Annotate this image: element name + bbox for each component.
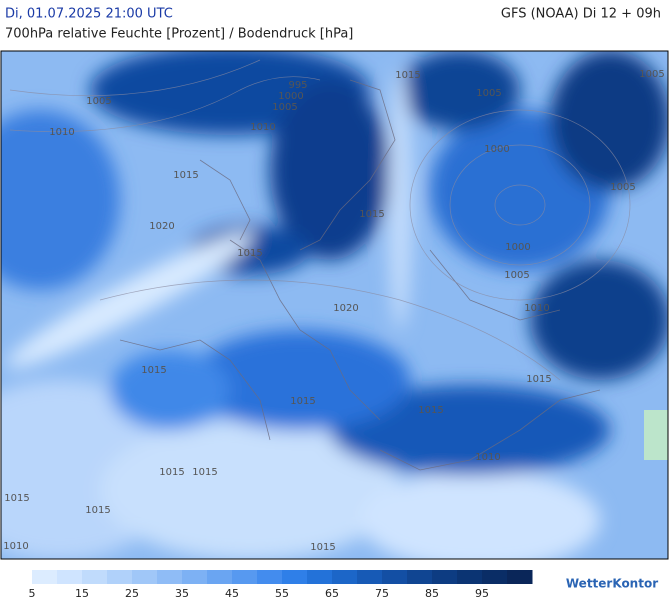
colorbar-cell bbox=[132, 570, 158, 584]
colorbar-label: 5 bbox=[29, 587, 36, 600]
isobar-label: 1015 bbox=[359, 209, 384, 220]
isobar-label: 1015 bbox=[418, 405, 443, 416]
isobar-label: 1005 bbox=[272, 102, 297, 113]
isobar-label: 1015 bbox=[173, 170, 198, 181]
isobar-label: 1020 bbox=[333, 303, 358, 314]
colorbar-label: 85 bbox=[425, 587, 439, 600]
isobar-label: 1015 bbox=[290, 396, 315, 407]
isobar-label: 1020 bbox=[149, 221, 174, 232]
colorbar-cell bbox=[507, 570, 533, 584]
isobar-label: 1000 bbox=[278, 91, 303, 102]
isobar-label: 1000 bbox=[484, 144, 509, 155]
colorbar-cell bbox=[232, 570, 258, 584]
colorbar-cell bbox=[257, 570, 283, 584]
isobar-label: 1005 bbox=[639, 69, 664, 80]
isobar-label: 1005 bbox=[504, 270, 529, 281]
isobar-label: 1005 bbox=[610, 182, 635, 193]
colorbar-label: 35 bbox=[175, 587, 189, 600]
isobar-label: 1015 bbox=[526, 374, 551, 385]
colorbar-cell bbox=[382, 570, 408, 584]
logo: WetterKontor bbox=[566, 577, 658, 591]
isobar-label: 1010 bbox=[49, 127, 74, 138]
isobar-label: 1010 bbox=[524, 303, 549, 314]
isobar-label: 1005 bbox=[476, 88, 501, 99]
datetime: Di, 01.07.2025 21:00 UTC bbox=[5, 7, 173, 22]
isobar-label: 1010 bbox=[475, 452, 500, 463]
colorbar-cell bbox=[432, 570, 458, 584]
subtitle: 700hPa relative Feuchte [Prozent] / Bode… bbox=[5, 27, 353, 42]
colorbar-cell bbox=[182, 570, 208, 584]
colorbar-label: 45 bbox=[225, 587, 239, 600]
colorbar-cell bbox=[482, 570, 508, 584]
isobar-label: 1015 bbox=[395, 70, 420, 81]
isobar-label: 1015 bbox=[192, 467, 217, 478]
colorbar: 5 15 25 35 45 55 65 75 85 95 bbox=[29, 570, 533, 600]
isobar-label: 995 bbox=[288, 80, 307, 91]
colorbar-cell bbox=[357, 570, 383, 584]
colorbar-cell bbox=[107, 570, 133, 584]
isobar-label: 1015 bbox=[4, 493, 29, 504]
colorbar-cell bbox=[407, 570, 433, 584]
colorbar-label: 95 bbox=[475, 587, 489, 600]
map-frame bbox=[0, 50, 669, 560]
isobar-label: 1010 bbox=[250, 122, 275, 133]
colorbar-label: 65 bbox=[325, 587, 339, 600]
isobar-label: 1015 bbox=[237, 248, 262, 259]
colorbar-label: 25 bbox=[125, 587, 139, 600]
isobar-label: 1015 bbox=[159, 467, 184, 478]
isobar-label: 1005 bbox=[86, 96, 111, 107]
colorbar-cell bbox=[282, 570, 308, 584]
isobar-labels: 995 1000 1005 1005 1010 1010 1015 1015 1… bbox=[3, 69, 664, 553]
colorbar-cell bbox=[32, 570, 58, 584]
colorbar-cell bbox=[332, 570, 358, 584]
isobar-label: 1015 bbox=[141, 365, 166, 376]
model-info: GFS (NOAA) Di 12 + 09h bbox=[501, 7, 661, 22]
colorbar-cell bbox=[457, 570, 483, 584]
colorbar-cell bbox=[207, 570, 233, 584]
colorbar-cell bbox=[82, 570, 108, 584]
colorbar-cell bbox=[307, 570, 333, 584]
map bbox=[1, 51, 668, 559]
colorbar-label: 15 bbox=[75, 587, 89, 600]
colorbar-label: 75 bbox=[375, 587, 389, 600]
isobar-label: 1000 bbox=[505, 242, 530, 253]
colorbar-label: 55 bbox=[275, 587, 289, 600]
isobar-label: 1015 bbox=[85, 505, 110, 516]
colorbar-cell bbox=[57, 570, 83, 584]
isobar-label: 1015 bbox=[310, 542, 335, 553]
colorbar-cell bbox=[157, 570, 183, 584]
isobar-label: 1010 bbox=[3, 541, 28, 552]
